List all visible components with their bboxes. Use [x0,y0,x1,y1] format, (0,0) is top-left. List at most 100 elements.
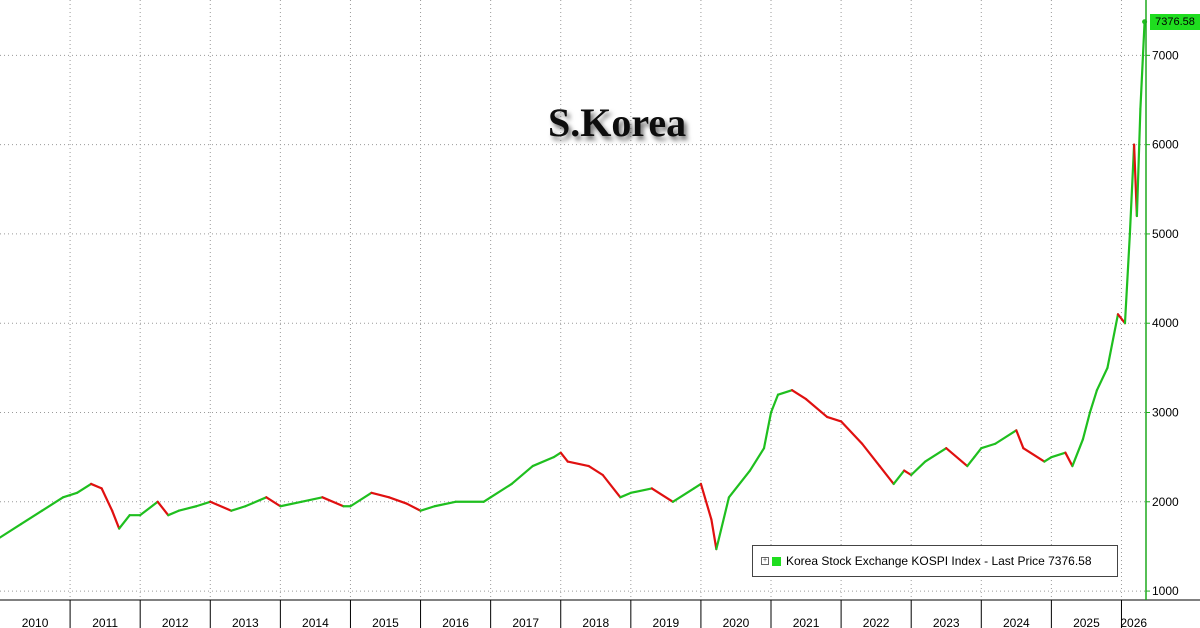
price-segment [1088,389,1099,414]
price-segment [419,505,436,512]
x-tick-label: 2016 [442,616,469,628]
price-segment [279,500,303,508]
price-segment [139,500,159,517]
y-tick-label: 5000 [1152,227,1179,241]
price-segment [601,473,622,499]
price-segment [482,496,492,503]
price-segment [321,496,345,508]
price-segment [776,389,794,396]
price-segment [433,500,457,508]
price-segment [878,464,895,486]
price-segment [994,429,1018,445]
price-segment [1135,107,1142,218]
price-segment [924,447,948,463]
grid [0,0,1146,600]
price-segment [1015,429,1025,450]
price-segment [244,496,268,508]
price-segment [710,518,718,551]
price-segment [1043,456,1053,463]
price-segment [1116,313,1127,325]
price-series [0,19,1148,551]
price-segment [790,389,808,401]
price-segment [671,487,696,503]
x-tick-label: 2011 [92,616,118,628]
price-segment [100,487,114,512]
price-segment [531,456,555,468]
price-segment [177,505,198,512]
price-segment [748,447,766,472]
price-segment [1022,447,1046,463]
price-segment [349,491,373,508]
x-tick-label: 2023 [933,616,960,628]
x-tick-label: 2024 [1003,616,1030,628]
price-segment [76,482,93,494]
price-segment [629,487,653,494]
price-segment [387,496,408,505]
price-segment [90,482,103,490]
price-segment [566,460,590,468]
price-segment [980,442,997,450]
price-segment [111,509,121,530]
price-segment [510,464,534,486]
x-tick-label: 2025 [1073,616,1100,628]
price-segment [40,496,65,512]
y-tick-label: 3000 [1152,406,1179,420]
x-tick-label: 2014 [302,616,329,628]
price-segment [619,491,632,499]
legend-toggle-icon[interactable]: + [761,557,769,565]
price-segment [1050,451,1067,459]
price-segment [1139,20,1146,111]
price-segment [1123,232,1131,325]
price-segment [195,500,212,508]
x-tick-label: 2018 [582,616,609,628]
x-tick-label: 2010 [22,616,49,628]
x-tick-label: 2026 [1120,616,1147,628]
price-segment [489,482,513,499]
legend-swatch-icon [772,556,781,566]
price-segment [973,447,983,459]
price-segment [559,451,569,463]
chart-title: S.Korea [548,100,686,145]
price-segment [945,447,969,468]
price-segment [1081,411,1092,441]
price-segment [910,460,927,477]
price-segment [861,442,881,468]
price-segment [1128,143,1136,236]
price-segment [699,482,713,521]
x-tick-label: 2020 [723,616,750,628]
x-tick-label: 2021 [793,616,820,628]
y-tick-label: 4000 [1152,316,1179,330]
y-tick-label: 2000 [1152,495,1179,509]
x-tick-label: 2022 [863,616,890,628]
price-segment [825,415,843,423]
price-segment [903,469,913,477]
price-segment [715,496,731,551]
price-segment [1106,313,1120,369]
price-segment [156,500,170,517]
price-segment [118,514,131,530]
x-tick-label: 2019 [653,616,680,628]
price-segment [0,523,23,539]
price-segment [650,487,674,503]
price-segment [405,502,422,512]
price-segment [840,420,864,445]
price-segment [265,496,282,508]
price-segment [692,482,703,490]
price-segment [587,464,604,477]
y-tick-label: 6000 [1152,138,1179,152]
price-segment [209,500,233,512]
y-tick-label: 1000 [1152,584,1179,598]
x-tick-label: 2013 [232,616,259,628]
x-tick-label: 2015 [372,616,399,628]
last-price-tag: 7376.58 [1150,13,1200,30]
price-segment [61,491,79,499]
y-tick-label: 7000 [1152,48,1179,62]
legend-label: Korea Stock Exchange KOSPI Index - Last … [786,554,1092,568]
price-segment [1095,366,1109,392]
price-segment [370,491,391,499]
price-segment [804,398,829,419]
legend: + Korea Stock Exchange KOSPI Index - Las… [752,545,1118,577]
price-segment [892,469,906,486]
